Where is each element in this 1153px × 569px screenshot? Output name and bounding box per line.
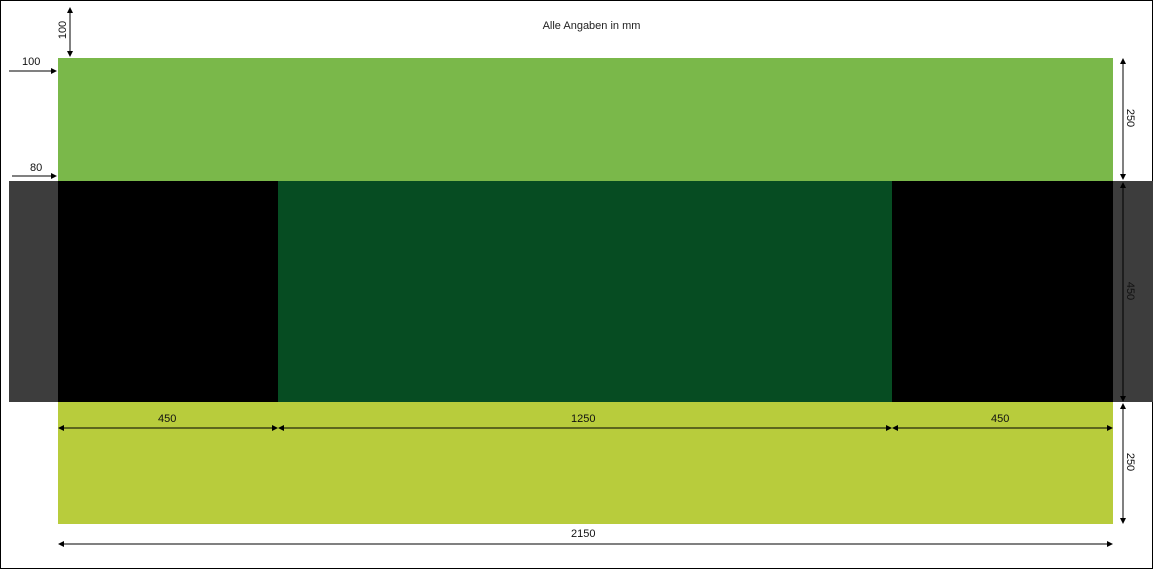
top-green-band — [58, 58, 1113, 181]
bottom-band-height-label: 250 — [1124, 452, 1137, 472]
left-black-block — [58, 181, 278, 402]
side-strip-label: 80 — [30, 162, 43, 174]
bottom-yellow-band — [58, 402, 1113, 524]
left-black-width-label: 450 — [158, 413, 177, 425]
right-side-strip — [1113, 181, 1153, 402]
center-dark-green-block — [278, 181, 892, 402]
right-black-block — [892, 181, 1113, 402]
total-width-label: 2150 — [571, 528, 596, 540]
left-side-strip — [9, 181, 58, 402]
left-offset-label: 100 — [22, 56, 41, 68]
center-width-label: 1250 — [571, 413, 596, 425]
right-black-width-label: 450 — [991, 413, 1010, 425]
drawing-title: Alle Angaben in mm — [542, 20, 641, 32]
top-band-height-label: 250 — [1124, 108, 1137, 128]
middle-band-height-label: 450 — [1124, 281, 1137, 301]
top-offset-label: 100 — [57, 20, 70, 40]
